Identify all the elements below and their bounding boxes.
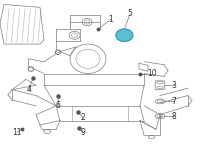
- Text: 2: 2: [81, 113, 85, 122]
- Text: 4: 4: [27, 85, 31, 94]
- Text: 11: 11: [12, 128, 22, 137]
- Text: 7: 7: [172, 97, 176, 106]
- Text: 5: 5: [128, 9, 132, 19]
- Text: 3: 3: [172, 81, 176, 90]
- Text: 1: 1: [109, 15, 113, 24]
- Text: 10: 10: [147, 69, 157, 78]
- Text: 9: 9: [81, 128, 85, 137]
- Text: 6: 6: [56, 101, 60, 110]
- Text: 8: 8: [172, 112, 176, 121]
- Circle shape: [116, 29, 133, 41]
